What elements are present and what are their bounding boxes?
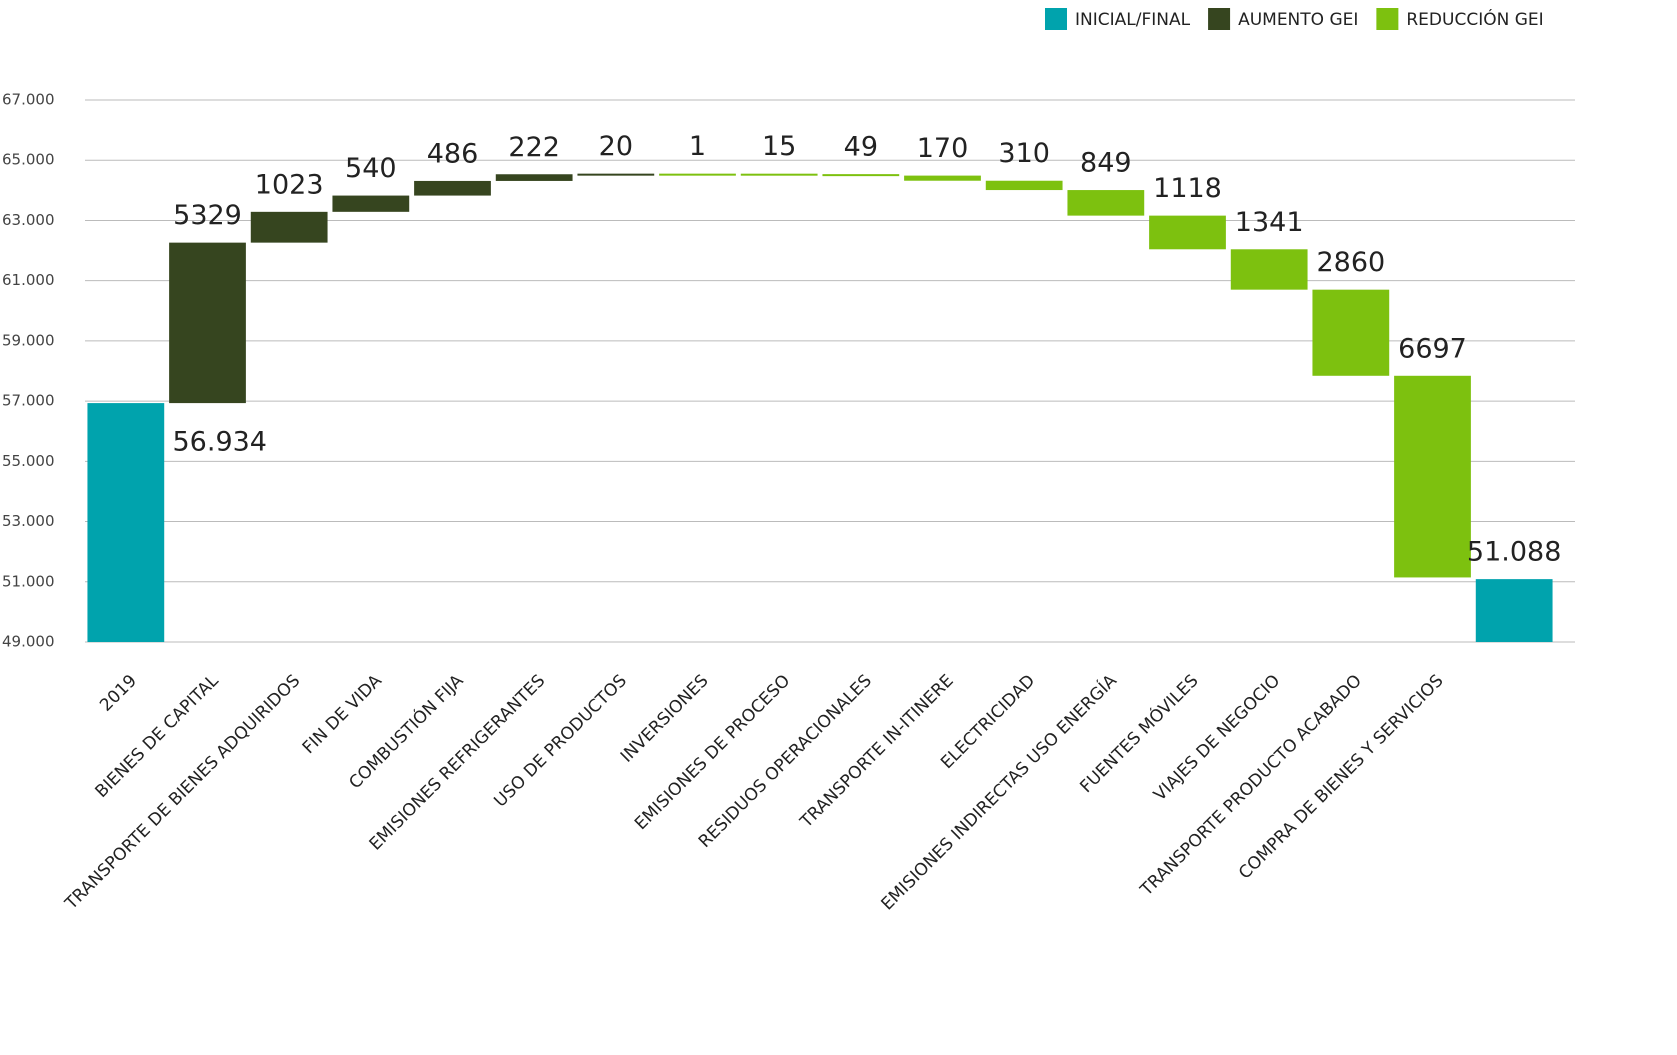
x-tick-label: EMISIONES REFRIGERANTES bbox=[366, 671, 550, 855]
x-tick-label: USO DE PRODUCTOS bbox=[490, 671, 630, 811]
y-tick-label: 57.000 bbox=[2, 392, 55, 410]
value-label: 2860 bbox=[1316, 247, 1385, 278]
bar bbox=[250, 211, 328, 243]
bar bbox=[1230, 249, 1308, 290]
bar bbox=[1312, 289, 1390, 376]
bar bbox=[414, 180, 491, 196]
value-label: 5329 bbox=[173, 200, 242, 231]
value-label: 51.088 bbox=[1467, 537, 1561, 568]
value-label: 1341 bbox=[1235, 207, 1304, 238]
y-tick-label: 65.000 bbox=[2, 151, 55, 169]
legend-label: AUMENTO GEI bbox=[1238, 10, 1358, 30]
x-tick-label: EMISIONES DE PROCESO bbox=[631, 671, 794, 834]
value-label: 1023 bbox=[255, 169, 324, 200]
bar bbox=[169, 242, 246, 404]
value-label: 540 bbox=[345, 153, 397, 184]
bar bbox=[740, 173, 818, 176]
y-tick-label: 59.000 bbox=[2, 331, 55, 349]
x-tick-label: 2019 bbox=[96, 671, 141, 716]
value-label: 49 bbox=[844, 132, 878, 163]
value-label: 849 bbox=[1080, 148, 1132, 179]
legend-swatch bbox=[1045, 8, 1067, 30]
bar bbox=[332, 195, 410, 212]
bar bbox=[495, 174, 573, 181]
bar bbox=[1067, 190, 1145, 216]
y-tick-label: 67.000 bbox=[2, 91, 55, 109]
legend-label: INICIAL/FINAL bbox=[1075, 10, 1191, 30]
value-label: 170 bbox=[917, 133, 969, 164]
value-label: 310 bbox=[998, 138, 1050, 169]
value-label: 1 bbox=[689, 131, 706, 162]
bar bbox=[87, 403, 165, 642]
value-label: 486 bbox=[427, 138, 479, 169]
value-label: 6697 bbox=[1398, 333, 1467, 364]
bar bbox=[659, 173, 736, 176]
value-label: 222 bbox=[508, 132, 560, 163]
y-tick-label: 49.000 bbox=[2, 633, 55, 651]
bar bbox=[822, 174, 900, 177]
legend-label: REDUCCIÓN GEI bbox=[1406, 8, 1543, 30]
bar bbox=[1394, 375, 1471, 578]
bar bbox=[904, 175, 981, 181]
value-label: 56.934 bbox=[173, 427, 267, 458]
value-label: 15 bbox=[762, 131, 796, 162]
bar bbox=[577, 173, 655, 176]
value-label: 20 bbox=[599, 131, 633, 162]
y-tick-label: 51.000 bbox=[2, 572, 55, 590]
y-tick-label: 53.000 bbox=[2, 512, 55, 530]
bar bbox=[1149, 215, 1226, 250]
legend-swatch bbox=[1208, 8, 1231, 30]
value-label: 1118 bbox=[1153, 173, 1222, 204]
x-tick-label: FIN DE VIDA bbox=[299, 671, 386, 758]
y-tick-label: 61.000 bbox=[2, 271, 55, 289]
bar bbox=[1475, 579, 1553, 642]
x-tick-label: TRANSPORTE IN-ITINERE bbox=[796, 671, 958, 833]
bar bbox=[985, 180, 1063, 191]
x-tick-label: RESIDUOS OPERACIONALES bbox=[695, 671, 876, 852]
y-tick-label: 63.000 bbox=[2, 211, 55, 229]
y-tick-label: 55.000 bbox=[2, 452, 55, 470]
legend-swatch bbox=[1376, 8, 1399, 30]
